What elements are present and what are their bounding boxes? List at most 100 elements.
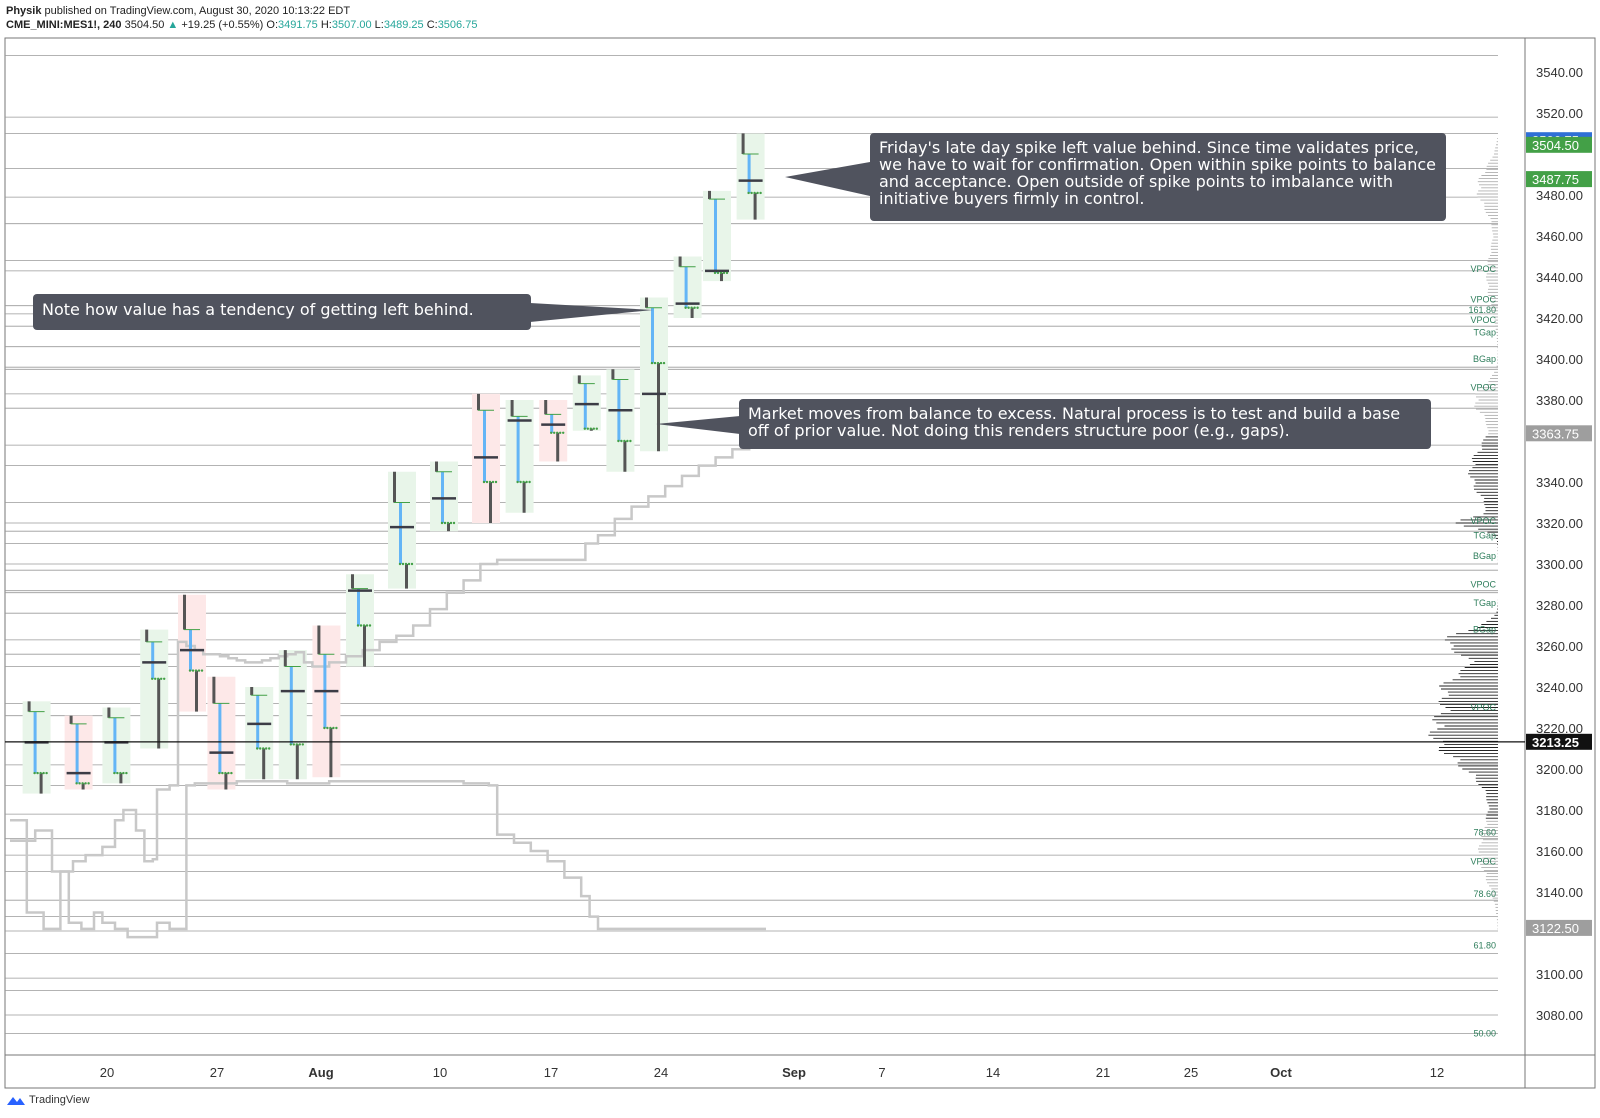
single-print-dot bbox=[42, 771, 45, 775]
session-bar[interactable] bbox=[678, 256, 682, 267]
session-bar[interactable] bbox=[720, 272, 723, 282]
high-label: H: bbox=[320, 19, 332, 31]
session-bar[interactable] bbox=[623, 441, 627, 472]
single-print-dot bbox=[125, 771, 128, 775]
session-bar[interactable] bbox=[690, 307, 694, 318]
single-print-dot bbox=[200, 669, 204, 672]
session-bar[interactable] bbox=[212, 676, 216, 704]
session-bar[interactable] bbox=[510, 400, 514, 417]
price-tag[interactable] bbox=[1526, 733, 1592, 750]
single-print-dot bbox=[301, 743, 304, 746]
single-print-dot bbox=[356, 624, 360, 627]
chart-frame bbox=[4, 37, 1596, 1089]
session-bar[interactable] bbox=[741, 133, 745, 155]
callout-spike[interactable]: Friday's late day spike left value behin… bbox=[870, 133, 1446, 221]
session-bar[interactable] bbox=[657, 363, 660, 452]
session-bar[interactable] bbox=[522, 482, 526, 513]
price-tag[interactable] bbox=[1526, 919, 1592, 936]
session-bar[interactable] bbox=[753, 192, 757, 220]
session-bar[interactable] bbox=[747, 154, 751, 193]
level-label: 61.80 bbox=[1473, 940, 1496, 950]
session-bar[interactable] bbox=[357, 588, 360, 626]
session-bar[interactable] bbox=[81, 783, 85, 790]
y-tick-label: 3180.00 bbox=[1536, 803, 1583, 818]
price-tag[interactable] bbox=[1526, 425, 1592, 442]
session-bar[interactable] bbox=[151, 641, 155, 679]
single-print-dot bbox=[36, 771, 39, 775]
session-bar[interactable] bbox=[489, 482, 492, 523]
session-bar[interactable] bbox=[651, 307, 654, 364]
session-bar[interactable] bbox=[145, 629, 149, 642]
session-bar[interactable] bbox=[262, 748, 266, 780]
session-bar[interactable] bbox=[708, 190, 711, 200]
session-bar[interactable] bbox=[363, 625, 366, 667]
symbol-label[interactable]: CME_MINI:MES1!, 240 bbox=[6, 19, 122, 31]
session-bar[interactable] bbox=[39, 773, 43, 794]
single-print-dot bbox=[485, 480, 489, 484]
session-bar[interactable] bbox=[75, 723, 79, 784]
level-label: TGap bbox=[1473, 530, 1496, 540]
session-bar[interactable] bbox=[556, 432, 560, 462]
level-label: VPOC bbox=[1470, 383, 1496, 393]
callout-value[interactable]: Note how value has a tendency of getting… bbox=[33, 294, 531, 330]
session-bar[interactable] bbox=[289, 666, 293, 745]
session-bar[interactable] bbox=[611, 369, 615, 380]
session-bar[interactable] bbox=[477, 393, 480, 411]
x-tick-label: 21 bbox=[1096, 1065, 1110, 1080]
time-axis[interactable]: 20 27 Aug 10 17 24 Sep 7 14 21 25 Oct 12 bbox=[100, 1065, 1444, 1080]
single-print-dot bbox=[163, 677, 166, 680]
session-bar[interactable] bbox=[157, 678, 161, 749]
session-bar[interactable] bbox=[684, 266, 688, 308]
session-bar[interactable] bbox=[544, 400, 548, 415]
session-bar[interactable] bbox=[577, 375, 581, 384]
price-tag[interactable] bbox=[1526, 136, 1592, 153]
session-bar[interactable] bbox=[195, 670, 198, 712]
session-bar[interactable] bbox=[119, 773, 123, 784]
open-value: 3491.75 bbox=[278, 19, 318, 31]
x-tick-label: 24 bbox=[654, 1065, 668, 1080]
session-bar[interactable] bbox=[69, 715, 73, 724]
single-print-dot bbox=[326, 726, 329, 730]
session-bar[interactable] bbox=[435, 461, 438, 472]
session-bar[interactable] bbox=[295, 744, 299, 780]
session-profiles[interactable] bbox=[24, 133, 763, 794]
session-bar[interactable] bbox=[317, 625, 321, 655]
single-print-dot bbox=[443, 521, 447, 525]
tradingview-footer[interactable]: TradingView bbox=[6, 1094, 90, 1106]
level-label: VPOC bbox=[1470, 264, 1496, 274]
session-bar[interactable] bbox=[218, 703, 222, 774]
single-print-dot bbox=[122, 771, 125, 775]
session-bar[interactable] bbox=[714, 199, 717, 273]
single-print-dot bbox=[84, 782, 87, 785]
session-bar[interactable] bbox=[183, 594, 186, 630]
session-bar[interactable] bbox=[351, 574, 354, 589]
single-print-dot bbox=[583, 427, 586, 430]
price-axis[interactable]: 3080.00 3100.00 3140.00 3160.00 3180.00 3200.… bbox=[5, 65, 1592, 1023]
session-bar[interactable] bbox=[107, 707, 111, 718]
session-bar[interactable] bbox=[224, 773, 228, 790]
session-bar[interactable] bbox=[329, 728, 333, 778]
price-tag[interactable] bbox=[1526, 171, 1592, 188]
session-bar[interactable] bbox=[256, 695, 260, 749]
session-bar[interactable] bbox=[27, 701, 31, 712]
single-print-dot bbox=[623, 439, 626, 443]
callout-excess[interactable]: Market moves from balance to excess. Nat… bbox=[739, 399, 1431, 449]
session-bar[interactable] bbox=[283, 650, 287, 667]
single-print-dot bbox=[488, 480, 492, 484]
author-name[interactable]: Physik bbox=[6, 5, 42, 17]
session-bar[interactable] bbox=[447, 523, 450, 532]
y-tick-label: 3420.00 bbox=[1536, 311, 1583, 326]
session-bar[interactable] bbox=[113, 717, 117, 774]
single-print-dot bbox=[227, 771, 230, 775]
session-bar[interactable] bbox=[483, 410, 486, 482]
single-print-dot bbox=[359, 624, 363, 627]
session-bar[interactable] bbox=[405, 564, 408, 589]
session-bar[interactable] bbox=[250, 687, 254, 696]
session-bar[interactable] bbox=[399, 502, 402, 565]
session-bar[interactable] bbox=[393, 471, 396, 503]
session-bar[interactable] bbox=[645, 297, 648, 308]
session-bar[interactable] bbox=[583, 383, 587, 429]
session-bar[interactable] bbox=[516, 416, 520, 482]
single-print-dot bbox=[368, 624, 372, 627]
single-print-dot bbox=[81, 782, 84, 785]
